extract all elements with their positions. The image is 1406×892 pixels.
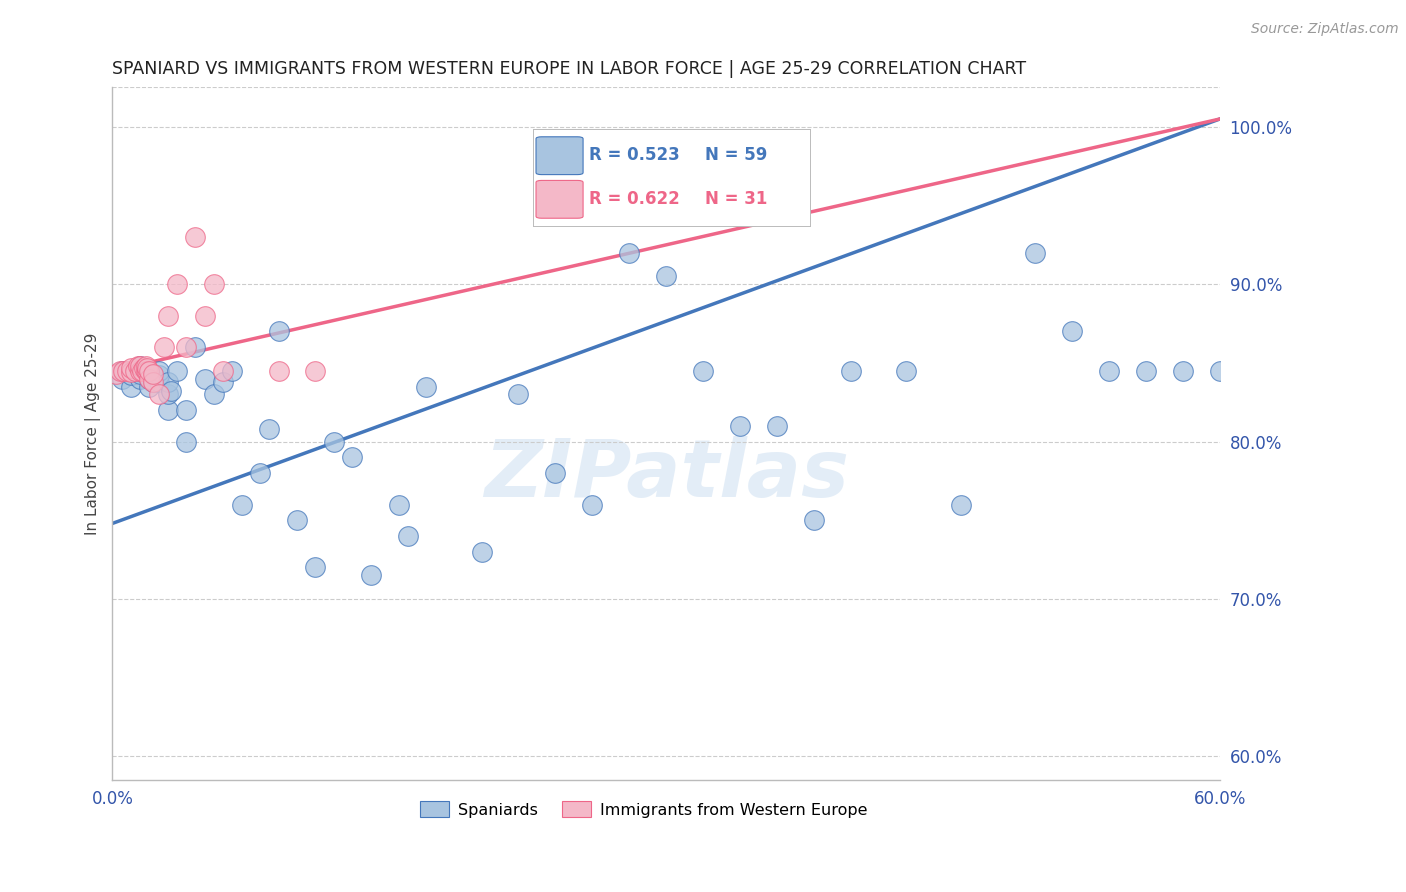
Point bbox=[156, 387, 179, 401]
Point bbox=[166, 364, 188, 378]
Point bbox=[138, 364, 160, 378]
Y-axis label: In Labor Force | Age 25-29: In Labor Force | Age 25-29 bbox=[86, 333, 101, 535]
Point bbox=[138, 371, 160, 385]
Point bbox=[508, 387, 530, 401]
Point bbox=[212, 364, 235, 378]
Point bbox=[142, 375, 165, 389]
Point bbox=[581, 498, 603, 512]
Point bbox=[1062, 325, 1084, 339]
Point bbox=[174, 403, 197, 417]
Point bbox=[129, 371, 152, 385]
Point bbox=[148, 368, 170, 383]
Point bbox=[194, 371, 217, 385]
Point bbox=[950, 498, 973, 512]
Point bbox=[124, 364, 146, 378]
Point bbox=[120, 365, 142, 379]
Point bbox=[766, 418, 789, 433]
Point bbox=[138, 371, 160, 385]
Point bbox=[544, 466, 567, 480]
Point bbox=[396, 529, 419, 543]
Point bbox=[135, 364, 157, 378]
Point bbox=[285, 513, 308, 527]
Point bbox=[115, 364, 138, 378]
Point bbox=[415, 379, 437, 393]
Point bbox=[127, 359, 149, 373]
Point bbox=[120, 360, 142, 375]
Point bbox=[129, 364, 152, 378]
Point bbox=[839, 364, 862, 378]
Point bbox=[111, 364, 134, 378]
Text: Source: ZipAtlas.com: Source: ZipAtlas.com bbox=[1251, 22, 1399, 37]
Point bbox=[1135, 364, 1157, 378]
Point bbox=[142, 375, 165, 389]
Point bbox=[692, 364, 714, 378]
Point bbox=[655, 269, 678, 284]
Point bbox=[156, 309, 179, 323]
Point bbox=[259, 422, 281, 436]
Point bbox=[803, 513, 825, 527]
Text: ZIPatlas: ZIPatlas bbox=[484, 436, 849, 515]
Point bbox=[322, 434, 344, 449]
Point bbox=[267, 325, 290, 339]
Point bbox=[387, 498, 409, 512]
Point bbox=[120, 379, 142, 393]
Legend: Spaniards, Immigrants from Western Europe: Spaniards, Immigrants from Western Europ… bbox=[413, 795, 875, 824]
Point bbox=[1209, 364, 1232, 378]
Point bbox=[124, 364, 146, 378]
Point bbox=[148, 387, 170, 401]
Point bbox=[202, 277, 225, 292]
Point bbox=[142, 367, 165, 381]
Point bbox=[111, 371, 134, 385]
Point bbox=[184, 340, 207, 354]
Point bbox=[1098, 364, 1121, 378]
Point bbox=[166, 277, 188, 292]
Point bbox=[174, 340, 197, 354]
Point bbox=[231, 498, 253, 512]
Point bbox=[131, 364, 153, 378]
Point bbox=[129, 367, 152, 381]
Point bbox=[129, 359, 152, 373]
Point bbox=[136, 364, 159, 378]
Point bbox=[153, 340, 176, 354]
Point bbox=[304, 560, 326, 574]
Point bbox=[108, 364, 131, 378]
Point bbox=[267, 364, 290, 378]
Point bbox=[221, 364, 243, 378]
Point bbox=[1024, 245, 1046, 260]
Point bbox=[129, 359, 152, 373]
Point bbox=[202, 387, 225, 401]
Point bbox=[728, 418, 751, 433]
Point bbox=[360, 568, 382, 582]
Point bbox=[894, 364, 917, 378]
Point bbox=[1171, 364, 1194, 378]
Point bbox=[129, 364, 152, 378]
Point bbox=[120, 368, 142, 383]
Point bbox=[135, 359, 157, 373]
Point bbox=[194, 309, 217, 323]
Point bbox=[132, 360, 155, 375]
Point bbox=[471, 545, 494, 559]
Point bbox=[105, 367, 128, 381]
Point bbox=[249, 466, 271, 480]
Point bbox=[342, 450, 364, 465]
Point bbox=[619, 245, 641, 260]
Point bbox=[174, 434, 197, 449]
Point bbox=[142, 367, 165, 381]
Point bbox=[138, 379, 160, 393]
Point bbox=[112, 364, 135, 378]
Point bbox=[156, 403, 179, 417]
Point bbox=[160, 384, 183, 399]
Text: SPANIARD VS IMMIGRANTS FROM WESTERN EUROPE IN LABOR FORCE | AGE 25-29 CORRELATIO: SPANIARD VS IMMIGRANTS FROM WESTERN EURO… bbox=[112, 60, 1026, 78]
Point bbox=[304, 364, 326, 378]
Point bbox=[148, 375, 170, 389]
Point bbox=[184, 230, 207, 244]
Point bbox=[212, 375, 235, 389]
Point bbox=[136, 360, 159, 375]
Point bbox=[148, 364, 170, 378]
Point bbox=[156, 375, 179, 389]
